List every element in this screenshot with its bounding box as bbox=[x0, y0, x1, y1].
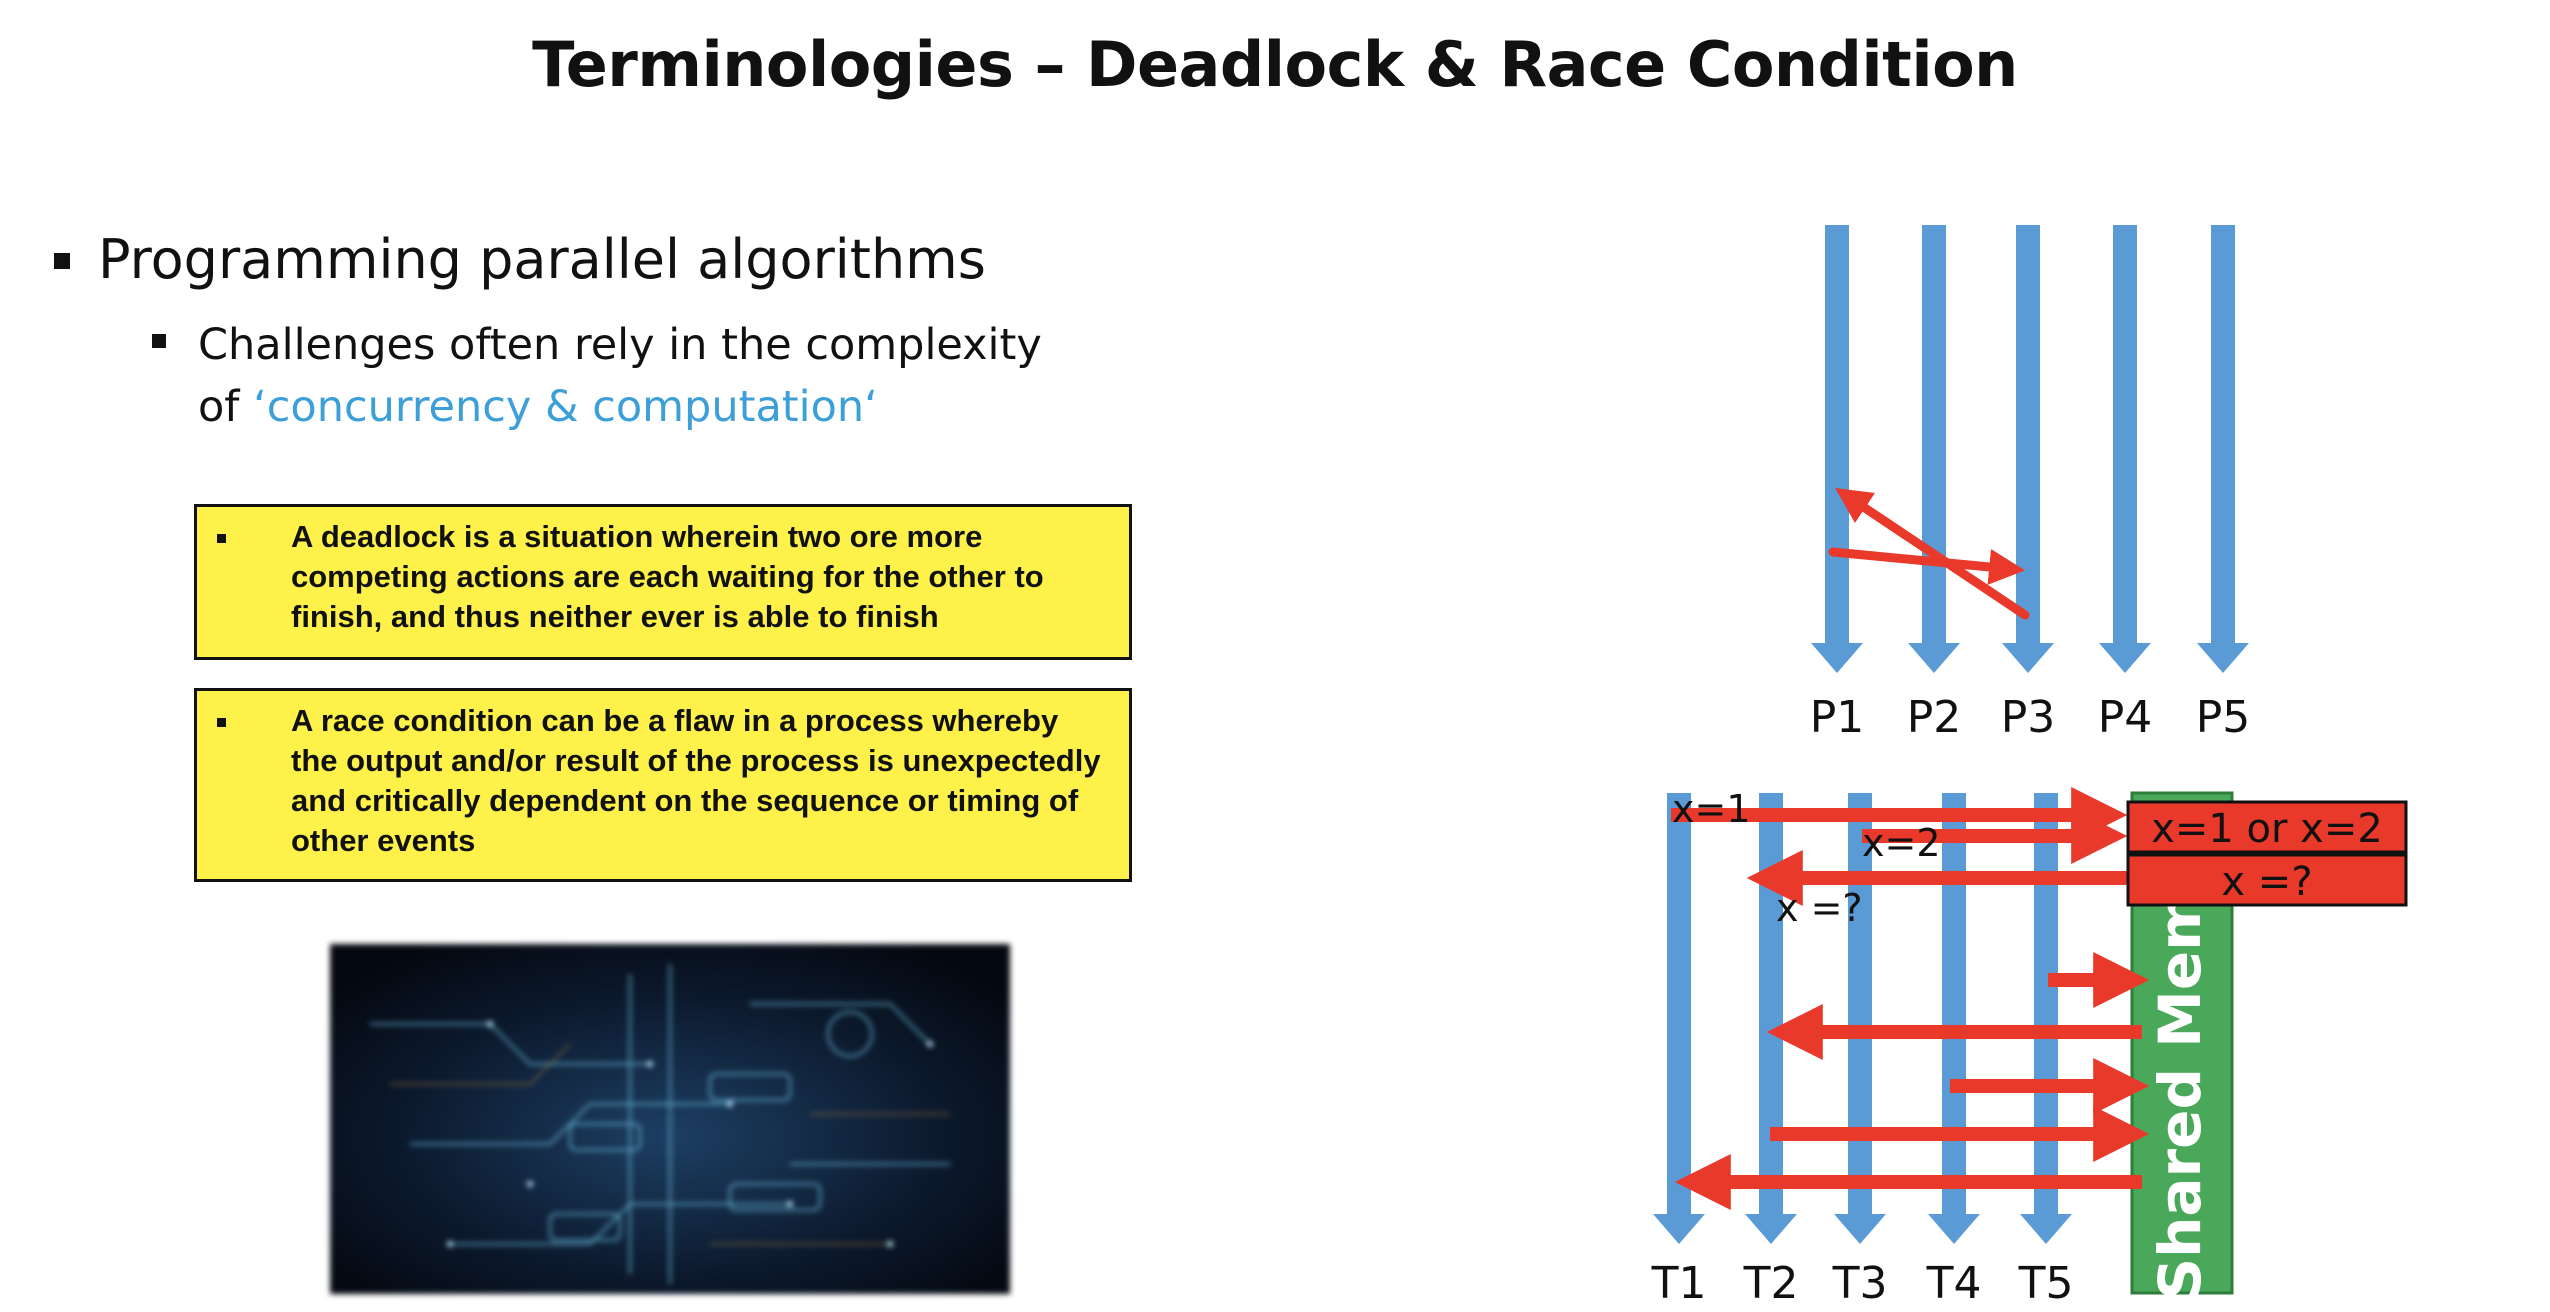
thread-label-t2: T2 bbox=[1743, 1258, 1799, 1309]
thread-lane-t1 bbox=[1653, 793, 1705, 1244]
thread-lane-t5 bbox=[2020, 793, 2072, 1244]
process-label-p2: P2 bbox=[1907, 692, 1962, 743]
memory-read-box bbox=[2126, 853, 2408, 907]
process-lane-p1 bbox=[1811, 225, 1863, 673]
thread-lane-t4 bbox=[1928, 793, 1980, 1244]
bullet-level2-line2: of ‘concurrency & computation‘ bbox=[198, 376, 1042, 438]
thread-label-t4: T4 bbox=[1926, 1258, 1982, 1309]
bullet-level2-prefix: of bbox=[198, 382, 254, 432]
operation-labels: x=1 x=2 x =? bbox=[1672, 787, 1941, 930]
memory-value-boxes: x=1 or x=2 x =? bbox=[2126, 800, 2408, 907]
process-lane-p5 bbox=[2197, 225, 2249, 673]
process-lanes bbox=[1811, 225, 2249, 673]
read-label: x =? bbox=[1776, 886, 1863, 930]
race-condition-callout: A race condition can be a flaw in a proc… bbox=[194, 688, 1132, 882]
bullet-level2-marker bbox=[152, 334, 166, 348]
thread-lane-t3 bbox=[1834, 793, 1886, 1244]
memory-result-label: x=1 or x=2 bbox=[2151, 806, 2383, 852]
bullet-level2-text: Challenges often rely in the complexity … bbox=[198, 314, 1042, 438]
bullet-level1-text: Programming parallel algorithms bbox=[98, 228, 986, 291]
circuit-board-image bbox=[330, 944, 1010, 1294]
race-condition-diagram: Shared Mem x=1 or x=2 x =? bbox=[1651, 787, 2408, 1309]
memory-result-box bbox=[2126, 800, 2408, 854]
process-label-p1: P1 bbox=[1810, 692, 1865, 743]
bullet-level1-marker bbox=[54, 253, 70, 269]
p3-to-p1-arrow bbox=[1835, 487, 2030, 620]
bullet-level2-highlight: ‘concurrency & computation‘ bbox=[253, 382, 878, 432]
process-lane-p4 bbox=[2099, 225, 2151, 673]
memory-read-label: x =? bbox=[2221, 859, 2312, 905]
deadlock-callout: A deadlock is a situation wherein two or… bbox=[194, 504, 1132, 660]
thread-label-t3: T3 bbox=[1832, 1258, 1888, 1309]
memory-access-arrows bbox=[1671, 787, 2150, 1210]
callout-bullet bbox=[217, 534, 226, 543]
process-label-p5: P5 bbox=[2196, 692, 2251, 743]
thread-label-t5: T5 bbox=[2018, 1258, 2074, 1309]
process-lane-p2 bbox=[1908, 225, 1960, 673]
slide-title: Terminologies – Deadlock & Race Conditio… bbox=[532, 28, 2018, 101]
shared-memory-label: Shared Mem bbox=[2146, 890, 2214, 1299]
deadlock-definition: A deadlock is a situation wherein two or… bbox=[291, 519, 1044, 634]
write1-label: x=1 bbox=[1672, 787, 1751, 831]
process-label-p3: P3 bbox=[2001, 692, 2056, 743]
process-labels: P1 P2 P3 P4 P5 bbox=[1810, 692, 2251, 743]
process-label-p4: P4 bbox=[2098, 692, 2153, 743]
write2-label: x=2 bbox=[1862, 821, 1941, 865]
race-condition-definition: A race condition can be a flaw in a proc… bbox=[291, 703, 1101, 858]
deadlock-diagram: P1 P2 P3 P4 P5 bbox=[1810, 225, 2251, 743]
thread-labels: T1 T2 T3 T4 T5 bbox=[1651, 1258, 2074, 1309]
callout-bullet bbox=[217, 718, 226, 727]
bullet-level2-line1: Challenges often rely in the complexity bbox=[198, 320, 1042, 370]
p1-to-p3-arrow bbox=[1828, 547, 2026, 585]
deadlock-arrows bbox=[1828, 487, 2030, 620]
thread-label-t1: T1 bbox=[1651, 1258, 1707, 1309]
